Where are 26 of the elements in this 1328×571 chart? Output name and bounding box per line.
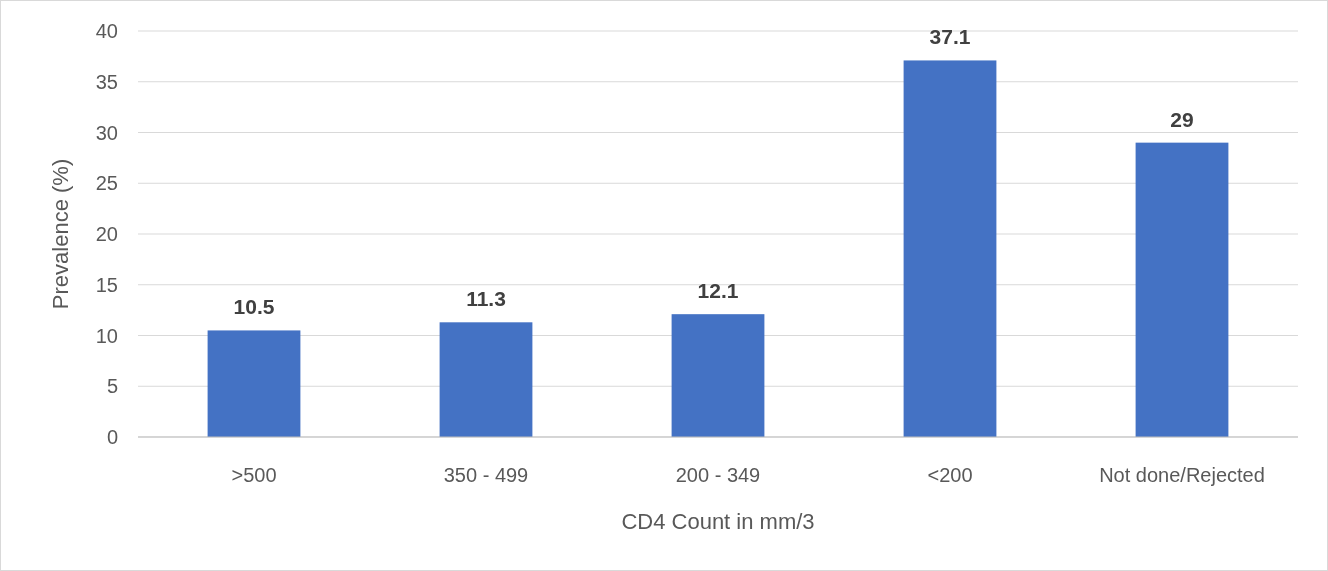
bar [439,322,533,437]
y-tick-label: 15 [95,273,118,296]
bar [671,314,765,437]
data-label: 29 [1170,107,1194,131]
y-tick-label: 0 [106,426,118,448]
y-tick-label: 35 [95,70,118,93]
data-label: 12.1 [697,279,739,303]
x-axis-title: CD4 Count in mm/3 [621,509,815,534]
bar [1135,142,1229,437]
y-tick-label: 25 [95,172,118,195]
data-label: 11.3 [466,287,506,311]
bar [207,330,301,437]
data-label: 37.1 [929,25,971,49]
x-tick-label: >500 [231,464,277,486]
data-label: 10.5 [233,295,275,319]
x-tick-label: Not done/Rejected [1099,464,1265,486]
x-tick-label: <200 [927,464,973,486]
y-tick-label: 10 [95,324,118,347]
x-tick-label: 350 - 499 [443,464,529,486]
y-tick-label: 5 [106,375,118,398]
y-tick-label: 30 [95,121,118,144]
x-tick-label: 200 - 349 [675,464,761,486]
y-tick-label: 20 [95,223,118,245]
y-axis-title: Prevalence (%) [48,158,73,310]
bar [903,60,997,437]
y-tick-label: 40 [95,20,118,42]
